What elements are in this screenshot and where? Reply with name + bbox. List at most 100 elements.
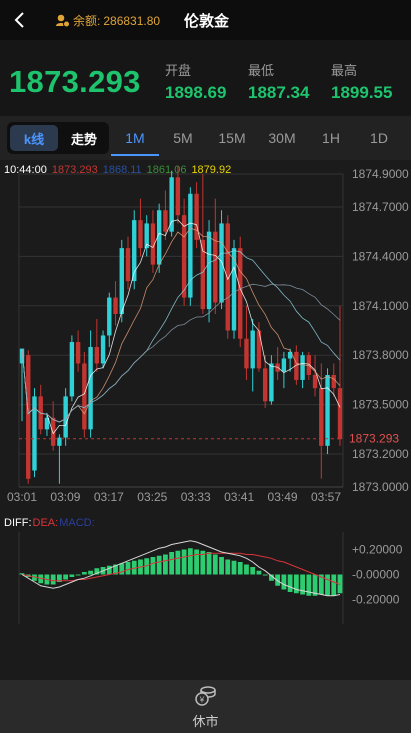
macd-bar bbox=[318, 574, 324, 595]
candle-body bbox=[294, 351, 299, 380]
candle-body bbox=[50, 417, 56, 446]
y-tick-label: 1873.2000 bbox=[352, 447, 409, 461]
macd-bar bbox=[19, 573, 25, 575]
timeframe-15m[interactable]: 15M bbox=[218, 130, 246, 146]
macd-bar bbox=[113, 564, 118, 575]
macd-bar bbox=[293, 574, 299, 594]
macd-bar bbox=[88, 570, 93, 575]
high-value: 1899.55 bbox=[331, 83, 393, 102]
macd-bar bbox=[212, 554, 218, 575]
macd-bar bbox=[312, 574, 318, 596]
x-tick-label: 03:57 bbox=[311, 490, 341, 504]
macd-bar bbox=[337, 574, 343, 594]
macd-bar bbox=[219, 557, 224, 575]
macd-bar bbox=[75, 574, 81, 576]
legend-ma-3: 1861.06 bbox=[146, 164, 187, 176]
macd-bar bbox=[181, 549, 187, 575]
ma-legend: 10:44:00 1873.293 1868.11 1861.06 1879.9… bbox=[4, 164, 231, 176]
macd-legend-dea: DEA: bbox=[32, 517, 59, 529]
balance-label: 余额: bbox=[73, 14, 101, 28]
macd-tick-label: -0.20000 bbox=[352, 593, 400, 607]
open-label: 开盘 bbox=[165, 63, 192, 78]
candle-body bbox=[250, 330, 255, 369]
macd-bar bbox=[325, 574, 330, 596]
candle-body bbox=[281, 358, 287, 372]
candle-body bbox=[82, 363, 87, 430]
macd-bar bbox=[187, 548, 193, 575]
candle-body bbox=[75, 342, 81, 364]
coins-icon: ¥ bbox=[195, 686, 216, 706]
footer-bar[interactable]: ¥ 休市 bbox=[0, 680, 411, 733]
candle-body bbox=[287, 351, 293, 359]
x-tick-label: 03:01 bbox=[7, 490, 37, 504]
candle-body bbox=[175, 177, 181, 216]
tab-kline[interactable]: k线 bbox=[10, 125, 58, 151]
diff-line bbox=[21, 540, 341, 597]
current-price-label: 1873.293 bbox=[349, 432, 399, 446]
macd-bar bbox=[69, 574, 75, 577]
candle-body bbox=[300, 355, 305, 380]
candle-body bbox=[213, 231, 218, 303]
active-tab-indicator bbox=[111, 154, 159, 156]
y-tick-label: 1873.5000 bbox=[352, 398, 409, 412]
y-tick-label: 1874.4000 bbox=[352, 249, 409, 263]
top-bar: 余额: 286831.80 伦敦金 bbox=[0, 0, 411, 40]
macd-bar bbox=[250, 567, 256, 575]
candlestick-chart[interactable]: 1874.9000 1874.7000 1874.4000 1874.1000 1873… bbox=[0, 160, 411, 520]
candle-body bbox=[57, 437, 62, 446]
candle-body bbox=[119, 248, 124, 315]
ma-line-5 bbox=[21, 219, 341, 435]
timeframe-5m[interactable]: 5M bbox=[173, 130, 193, 146]
candle-body bbox=[262, 368, 268, 402]
macd-tick-label: -0.00000 bbox=[352, 568, 400, 582]
macd-bar bbox=[262, 574, 268, 576]
back-button[interactable] bbox=[8, 8, 32, 32]
macd-chart[interactable]: +0.20000 -0.00000 -0.20000 bbox=[0, 532, 411, 677]
balance-display: 余额: 286831.80 bbox=[55, 12, 160, 29]
candle-body bbox=[125, 248, 131, 282]
candle-body bbox=[169, 177, 174, 232]
macd-bar bbox=[50, 574, 56, 585]
legend-ma-1: 1873.293 bbox=[51, 164, 98, 176]
macd-bar bbox=[231, 560, 237, 575]
macd-bar bbox=[81, 572, 87, 575]
candle-body bbox=[100, 335, 106, 364]
macd-bar bbox=[156, 555, 162, 575]
low-stat: 最低 1887.34 bbox=[248, 60, 309, 103]
macd-bar bbox=[194, 549, 199, 575]
candle-body bbox=[94, 346, 100, 364]
svg-text:¥: ¥ bbox=[199, 696, 205, 705]
candle-body bbox=[225, 223, 230, 331]
open-value: 1898.69 bbox=[165, 83, 227, 102]
timeframe-1m[interactable]: 1M bbox=[125, 130, 145, 146]
candle-body bbox=[163, 210, 168, 232]
timeframe-1d[interactable]: 1D bbox=[370, 130, 388, 146]
timeframe-30m[interactable]: 30M bbox=[268, 130, 296, 146]
macd-bar bbox=[287, 574, 293, 592]
y-tick-label: 1874.9000 bbox=[352, 167, 409, 181]
x-tick-label: 03:17 bbox=[94, 490, 124, 504]
high-stat: 最高 1899.55 bbox=[331, 60, 392, 103]
candle-body bbox=[269, 363, 274, 402]
candle-body bbox=[219, 223, 224, 303]
candle-body bbox=[206, 231, 212, 310]
candle-body bbox=[231, 248, 237, 331]
candle-body bbox=[312, 374, 318, 389]
low-label: 最低 bbox=[248, 63, 275, 78]
candle-body bbox=[306, 355, 312, 375]
candle-body bbox=[194, 193, 199, 240]
x-tick-label: 03:49 bbox=[268, 490, 298, 504]
candle-body bbox=[319, 388, 324, 446]
macd-bar bbox=[94, 568, 100, 575]
candle-body bbox=[63, 396, 68, 438]
macd-bar bbox=[206, 552, 212, 575]
tab-trend[interactable]: 走势 bbox=[70, 131, 97, 147]
macd-bar bbox=[32, 574, 37, 581]
timeframe-1h[interactable]: 1H bbox=[322, 130, 340, 146]
macd-bar bbox=[57, 574, 62, 582]
candle-body bbox=[26, 355, 31, 479]
candle-body bbox=[150, 223, 156, 265]
macd-bar bbox=[306, 574, 312, 596]
chart-area[interactable]: 10:44:00 1873.293 1868.11 1861.06 1879.9… bbox=[0, 160, 411, 680]
candle-body bbox=[331, 374, 336, 389]
